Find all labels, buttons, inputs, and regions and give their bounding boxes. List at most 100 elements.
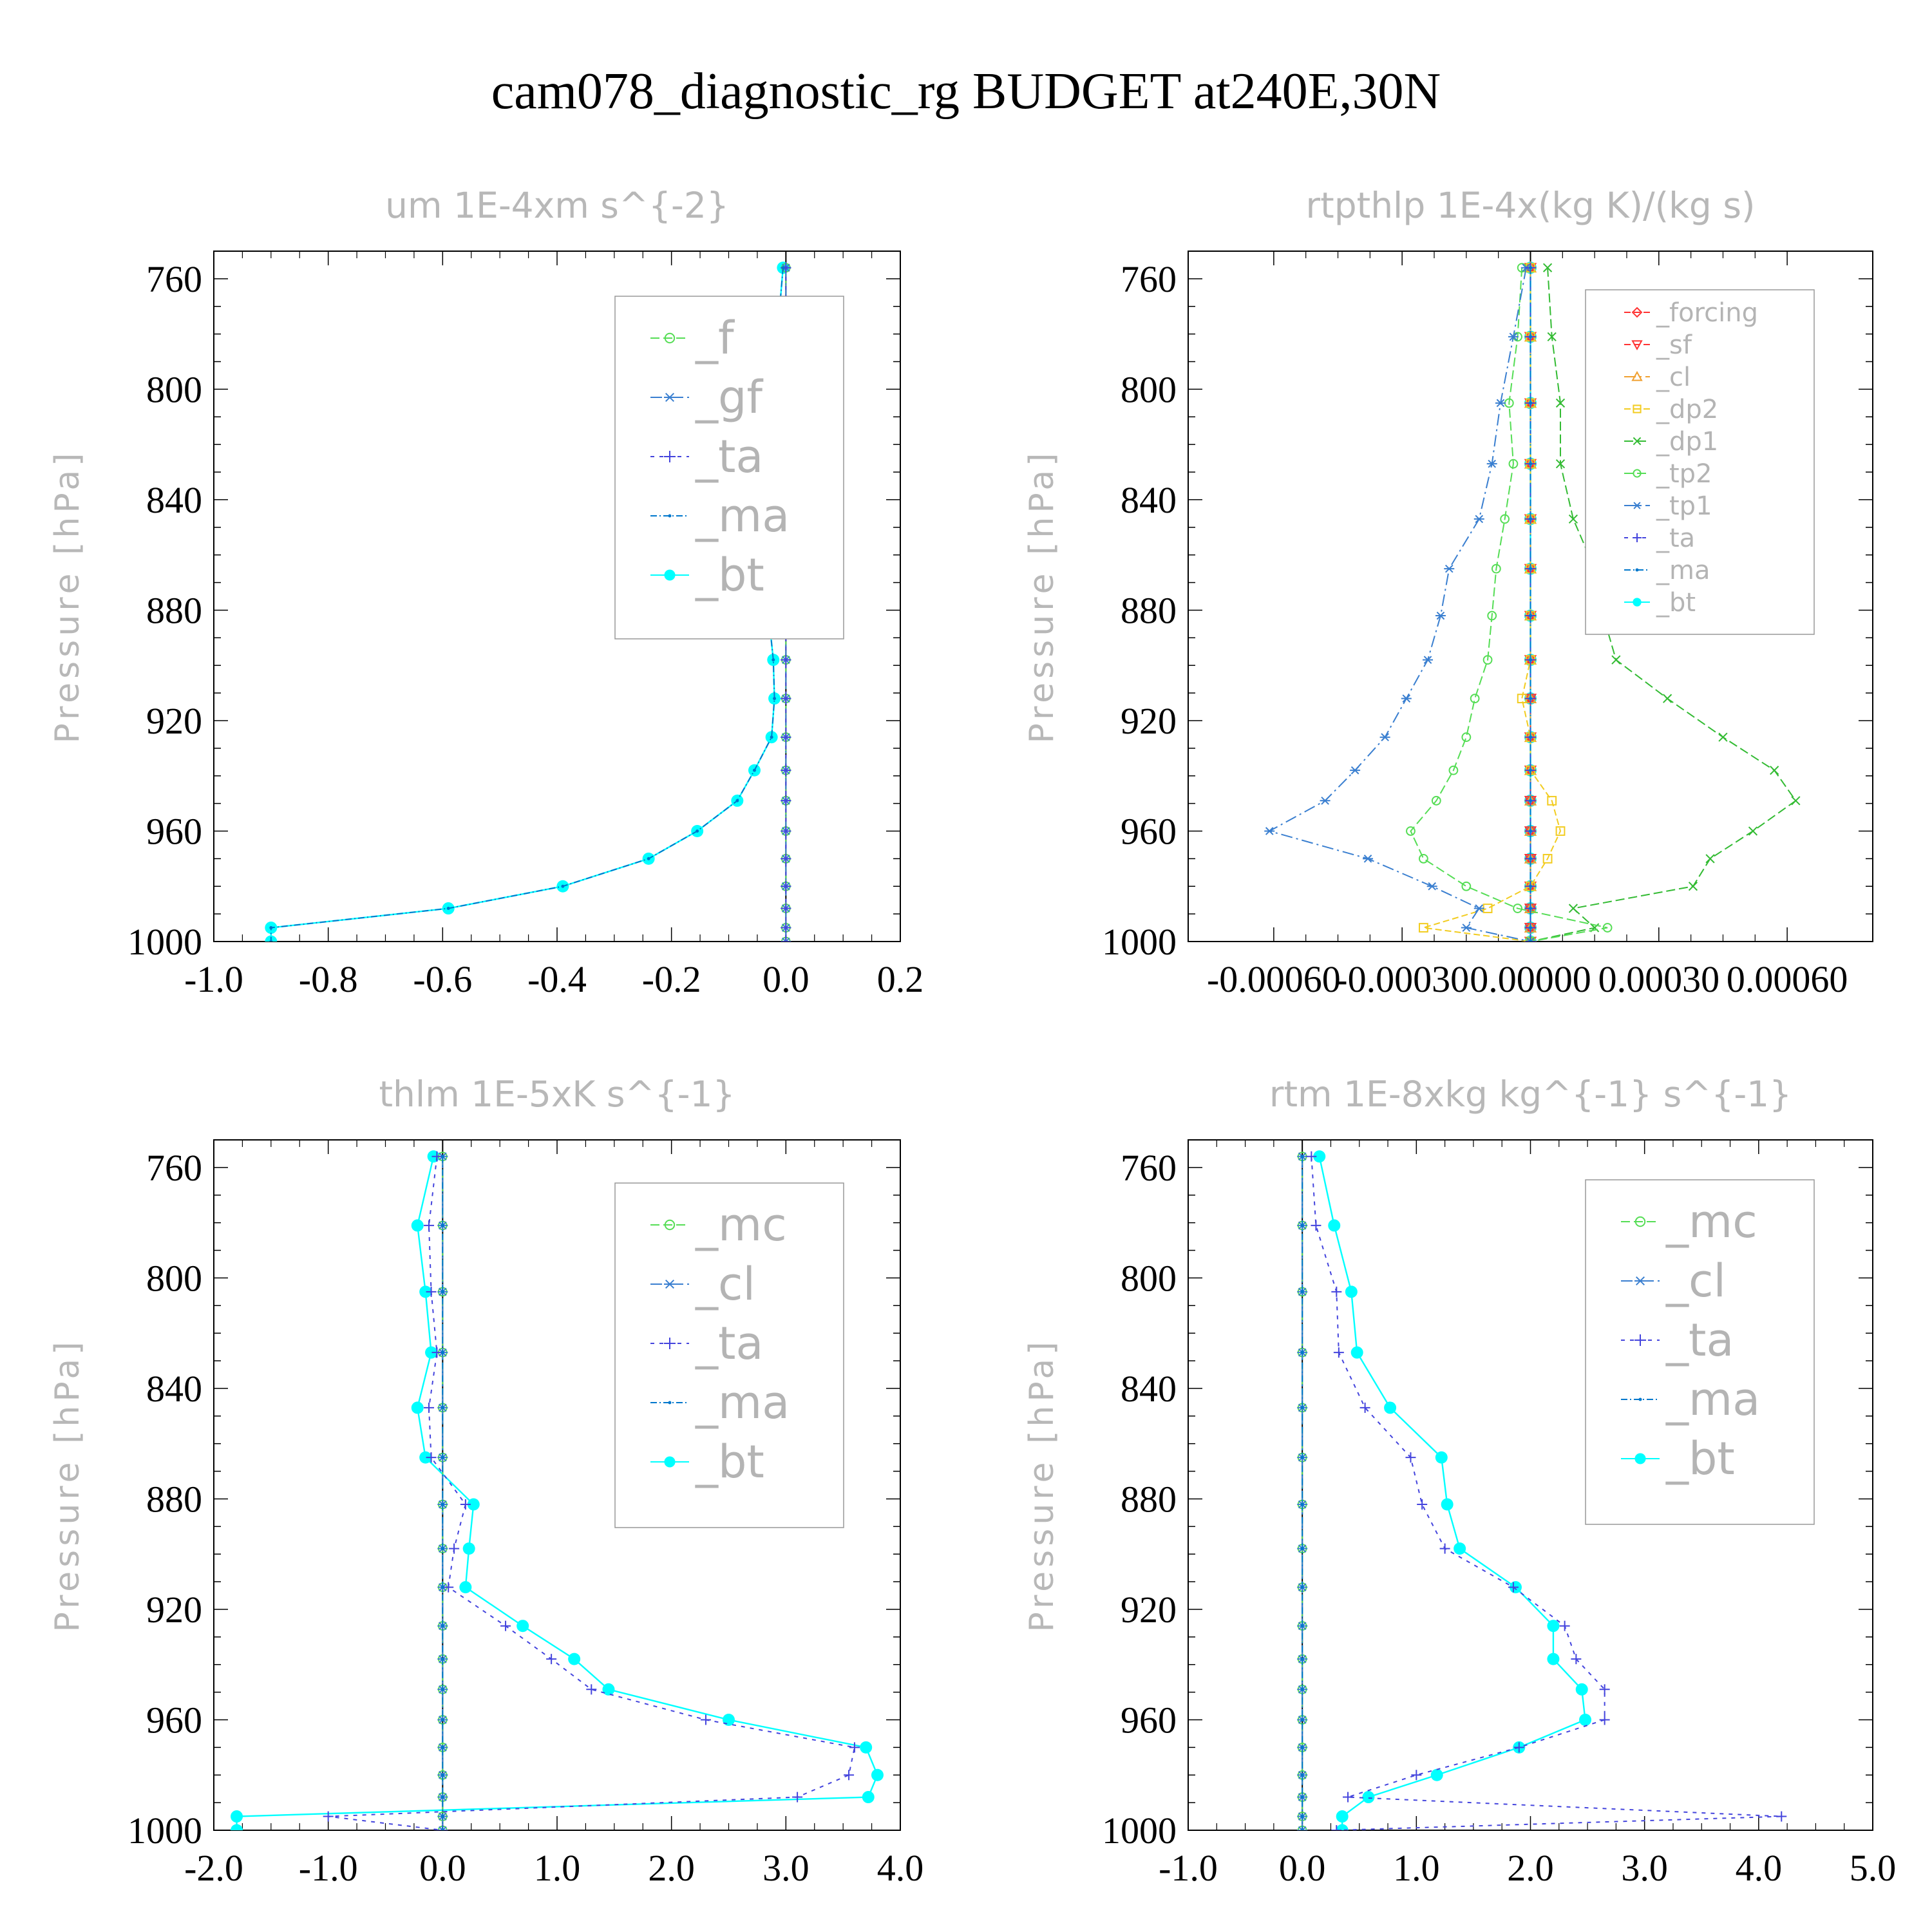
data-point	[1529, 614, 1532, 618]
data-point	[1300, 1547, 1304, 1551]
data-point	[440, 1687, 444, 1691]
data-point	[1423, 656, 1434, 664]
data-point	[1555, 398, 1566, 408]
data-point	[1300, 1455, 1304, 1459]
y-tick-label: 840	[1121, 1368, 1177, 1410]
legend-label: _ta	[1656, 524, 1695, 553]
data-point	[1529, 266, 1532, 270]
x-tick-label: 3.0	[762, 1847, 810, 1889]
data-point	[1379, 733, 1390, 741]
legend-item: _forcing	[1624, 298, 1758, 328]
y-tick-label: 960	[146, 810, 202, 852]
figure-title: cam078_diagnostic_rg BUDGET at240E,30N	[491, 63, 1441, 120]
data-point	[1748, 826, 1758, 836]
data-point	[781, 654, 791, 665]
data-point	[1599, 1714, 1610, 1725]
series-ta	[323, 1151, 860, 1830]
series-line	[1530, 267, 1797, 942]
data-point	[1529, 926, 1532, 930]
data-point	[1770, 766, 1779, 775]
data-point	[735, 799, 739, 802]
y-tick-label: 840	[146, 479, 202, 521]
x-tick-label: 2.0	[1507, 1847, 1554, 1889]
y-tick-label: 840	[1121, 479, 1177, 521]
data-point	[1359, 1402, 1370, 1413]
legend-marker	[1638, 1397, 1642, 1401]
data-point	[1300, 1350, 1304, 1354]
legend-marker	[1633, 469, 1642, 478]
data-point	[1542, 263, 1553, 272]
data-point	[426, 1286, 437, 1297]
y-tick-label: 760	[146, 258, 202, 300]
panel-title: rtpthlp 1E-4x(kg K)/(kg s)	[1306, 185, 1756, 226]
panels-group: um 1E-4xm s^{-2} Pressure [hPa] 760 800 840 8…	[48, 185, 1896, 1889]
panel-3: thlm 1E-5xK s^{-1} Pressure [hPa] 760 800 84…	[48, 1074, 923, 1889]
data-point	[871, 1768, 884, 1781]
series-dp2	[1419, 263, 1566, 942]
data-point	[426, 1452, 437, 1463]
data-point	[431, 1347, 442, 1358]
data-point	[1441, 1498, 1454, 1511]
data-point	[1508, 1582, 1519, 1593]
legend-marker	[1633, 533, 1642, 542]
legend-marker	[1633, 437, 1642, 446]
y-axis-label: Pressure [hPa]	[48, 450, 87, 744]
data-point	[269, 940, 273, 942]
data-point	[1529, 799, 1532, 802]
data-point	[1559, 1620, 1570, 1631]
data-point	[1529, 517, 1532, 521]
data-point	[1300, 1687, 1304, 1691]
y-tick-label: 880	[146, 589, 202, 631]
data-point	[647, 857, 650, 860]
data-point	[781, 903, 791, 914]
data-point	[440, 1224, 444, 1227]
legend-label: _gf	[695, 371, 763, 424]
data-point	[1444, 564, 1455, 573]
data-point	[770, 735, 773, 739]
legend-marker	[1633, 598, 1642, 607]
data-point	[696, 829, 699, 833]
legend-marker	[668, 1401, 672, 1405]
legend-item: _ma	[650, 1376, 790, 1429]
data-point	[1599, 1684, 1610, 1695]
data-point	[1333, 1347, 1344, 1358]
legend-item: _bt	[1624, 588, 1696, 618]
legend-label: _tp1	[1656, 491, 1712, 521]
data-point	[1529, 697, 1532, 701]
panel-title: um 1E-4xm s^{-2}	[385, 185, 729, 226]
data-point	[500, 1620, 511, 1631]
y-tick-label: 960	[1121, 810, 1177, 852]
data-point	[1508, 332, 1519, 341]
data-point	[1300, 1745, 1304, 1749]
data-point	[862, 1791, 875, 1804]
legend-marker	[1631, 340, 1643, 351]
legend-marker	[1631, 307, 1643, 318]
data-point	[419, 1451, 432, 1464]
legend-box	[1585, 1179, 1815, 1525]
y-tick-label: 920	[146, 700, 202, 742]
data-point	[1345, 1285, 1358, 1298]
data-point	[1448, 765, 1459, 775]
series-bt	[1313, 1150, 1592, 1830]
data-point	[1300, 1586, 1304, 1589]
legend-item: _tp1	[1624, 491, 1712, 521]
series-ma	[1300, 1155, 1304, 1830]
data-point	[792, 1792, 803, 1803]
y-tick-label: 800	[146, 1257, 202, 1299]
data-point	[1575, 1683, 1588, 1696]
data-point	[1461, 732, 1472, 743]
data-point	[1529, 857, 1532, 860]
x-tick-label: 1.0	[534, 1847, 581, 1889]
series-line	[1423, 267, 1562, 942]
data-point	[1487, 611, 1497, 621]
legend-label: _cl	[1656, 363, 1690, 392]
x-tick-label: -1.0	[1159, 1847, 1218, 1889]
data-point	[546, 1654, 557, 1665]
data-point	[462, 1542, 475, 1555]
legend-label: _bt	[695, 549, 764, 601]
data-point	[1473, 515, 1484, 524]
data-point	[1336, 1810, 1349, 1823]
data-point	[516, 1620, 529, 1633]
legend-item: _bt	[650, 549, 764, 601]
legend-marker	[664, 1279, 676, 1289]
